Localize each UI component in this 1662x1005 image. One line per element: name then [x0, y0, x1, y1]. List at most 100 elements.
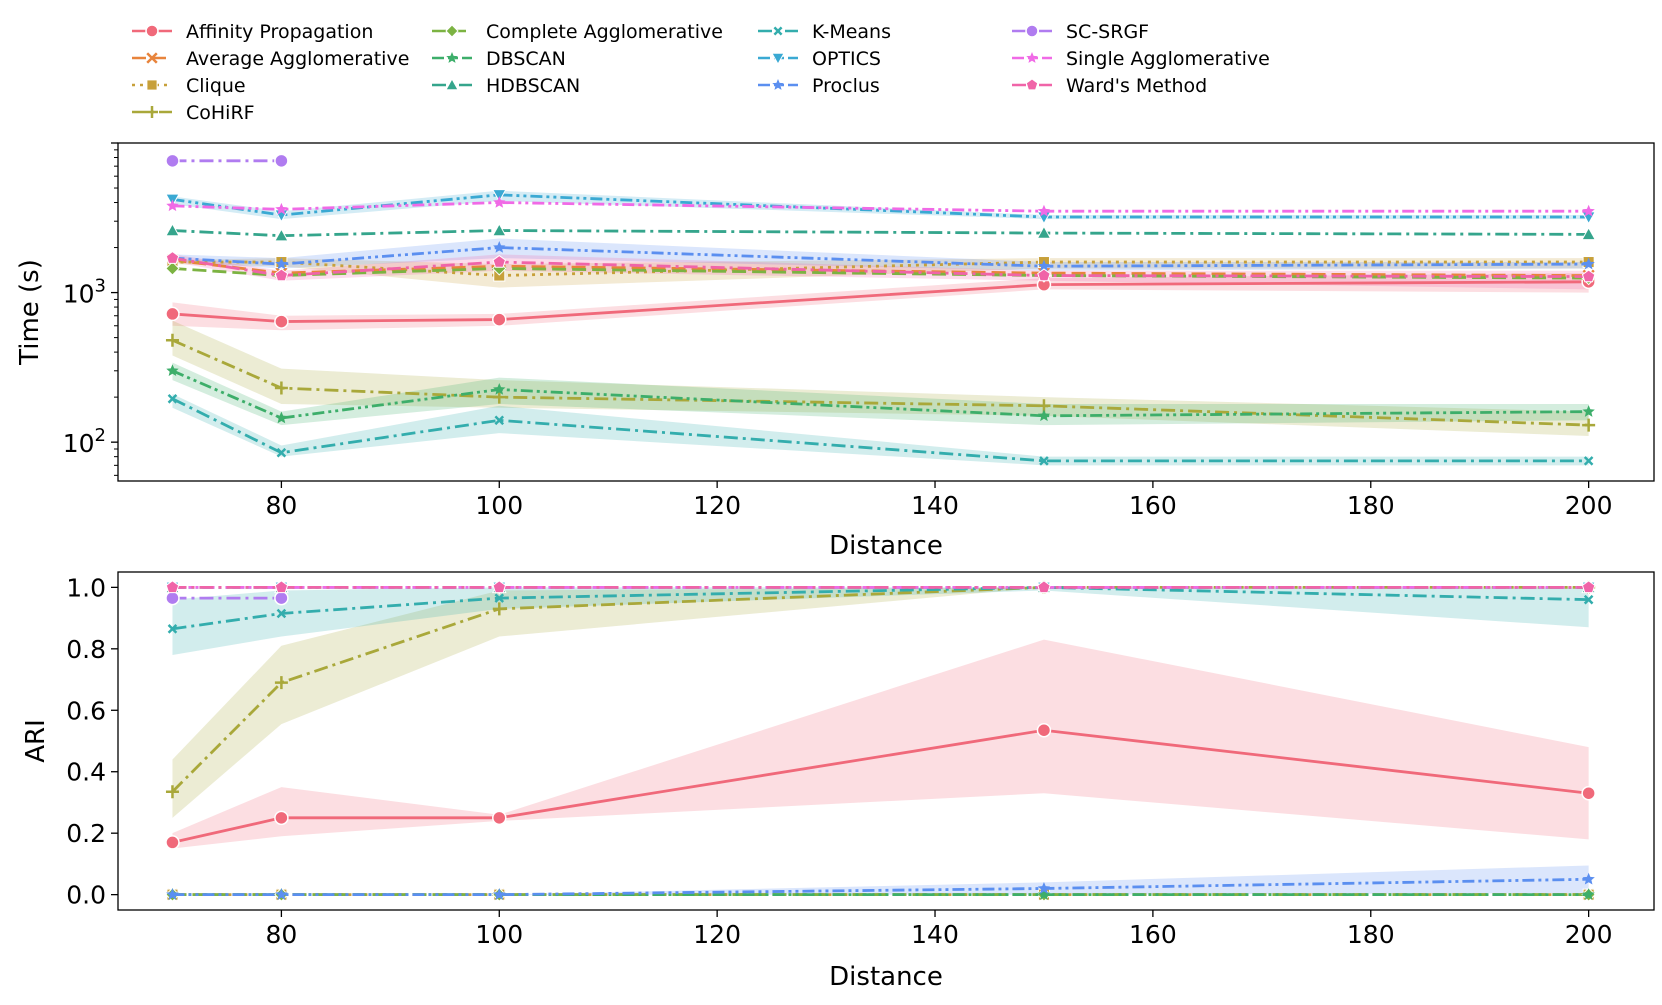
time-point-k-means: [276, 447, 287, 458]
time-point-ward-s-method: [1581, 269, 1596, 283]
ari-y-tick-label: 0.4: [66, 758, 106, 787]
time-point-k-means: [167, 393, 178, 404]
legend-marker-single-agglomerative: [1026, 52, 1038, 63]
legend-entry-affinity-propagation: Affinity Propagation: [132, 21, 373, 43]
ari-y-tick-label: 0.0: [66, 881, 106, 910]
legend-marker-optics: [771, 52, 785, 66]
time-point-ward-s-method: [492, 254, 507, 268]
ari-point-ward-s-method: [1037, 580, 1051, 594]
time-point-hdbscan: [1036, 225, 1052, 239]
time-point-proclus: [1582, 257, 1595, 270]
legend-entry-optics: OPTICS: [758, 48, 881, 70]
time-point-dbscan: [275, 411, 288, 424]
time-x-tick-label: 140: [911, 491, 959, 520]
ari-point-affinity-propagation: [165, 835, 180, 850]
legend-marker-proclus: [772, 79, 784, 90]
time-y-tick-label: 102: [63, 425, 106, 458]
ari-band-proclus: [172, 865, 1589, 895]
time-point-single-agglomerative: [1037, 204, 1051, 217]
time-band-k-means: [172, 393, 1589, 466]
time-series-k-means: [167, 393, 1594, 466]
legend-label-proclus: Proclus: [812, 75, 880, 97]
legend-entry-average-agglomerative: Average Agglomerative: [132, 48, 409, 70]
legend-label-sc-srgf: SC-SRGF: [1066, 21, 1149, 43]
legend-entry-proclus: Proclus: [758, 75, 880, 97]
time-line-hdbscan: [172, 229, 1589, 238]
ari-point-proclus: [1582, 872, 1595, 885]
ari-point-dbscan: [1037, 888, 1051, 900]
time-point-affinity-propagation: [492, 312, 507, 327]
time-point-affinity-propagation: [165, 306, 180, 322]
ari-series-ward-s-method: [165, 580, 1596, 594]
legend-entry-k-means: K-Means: [758, 21, 891, 43]
time-series-single-agglomerative: [166, 196, 1595, 217]
time-point-optics: [491, 189, 507, 203]
ari-y-tick-label: 1.0: [66, 573, 106, 602]
legend-marker-clique: [146, 79, 158, 91]
time-x-tick-label: 200: [1565, 491, 1613, 520]
time-band-cohirf: [172, 320, 1589, 436]
legend-entry-ward-s-method: Ward's Method: [1012, 75, 1207, 97]
time-point-hdbscan: [1581, 226, 1596, 241]
legend-marker-affinity-propagation: [145, 24, 159, 38]
ari-point-proclus: [275, 888, 288, 900]
legend-marker-ward-s-method: [1025, 78, 1039, 91]
ari-point-proclus: [166, 888, 179, 900]
ari-point-proclus: [1037, 881, 1051, 894]
time-point-dbscan: [166, 364, 179, 377]
time-point-cohirf: [1582, 418, 1596, 432]
time-x-tick-label: 80: [265, 491, 297, 520]
time-band-proclus: [172, 238, 1589, 271]
ari-series-sc-srgf: [165, 590, 289, 606]
ari-y-tick-label: 0.8: [66, 635, 106, 664]
time-series-hdbscan: [165, 222, 1596, 242]
ari-point-sc-srgf: [165, 590, 180, 606]
time-point-dbscan: [1037, 409, 1051, 422]
time-band-optics: [172, 190, 1589, 220]
time-axis-ticks: 80 100 120 140 160 180 200 102 103: [63, 142, 1613, 520]
legend-marker-cohirf: [146, 106, 158, 118]
ari-point-k-means: [494, 593, 505, 603]
ari-point-ward-s-method: [165, 580, 180, 594]
time-point-cohirf: [274, 381, 288, 395]
ari-series-affinity-propagation: [165, 722, 1596, 850]
ari-x-tick-label: 140: [911, 920, 959, 949]
ari-point-dbscan: [1582, 888, 1595, 900]
time-point-affinity-propagation: [274, 314, 289, 329]
time-point-dbscan: [493, 382, 506, 395]
legend-marker-k-means: [773, 26, 783, 36]
ari-line-proclus: [172, 877, 1589, 897]
legend-label-average-agglomerative: Average Agglomerative: [186, 48, 409, 70]
ari-y-tick-label: 0.6: [66, 696, 106, 725]
ari-y-axis-label: ARI: [21, 719, 51, 763]
ari-band-affinity-propagation: [172, 639, 1589, 849]
legend-marker-hdbscan: [445, 77, 459, 91]
time-point-k-means: [1039, 456, 1049, 466]
legend-entry-sc-srgf: SC-SRGF: [1012, 21, 1149, 43]
legend-label-k-means: K-Means: [812, 21, 891, 43]
time-series-cohirf: [165, 333, 1596, 432]
ari-point-cohirf: [274, 676, 288, 690]
legend-entry-dbscan: DBSCAN: [432, 48, 566, 70]
ari-band-k-means: [172, 587, 1589, 655]
ari-confidence-bands: [172, 587, 1589, 895]
time-band-affinity-propagation: [172, 273, 1589, 331]
time-point-complete-agglomerative: [165, 261, 180, 276]
time-line-single-agglomerative: [172, 201, 1589, 213]
time-line-k-means: [171, 397, 1589, 463]
ari-series-proclus: [166, 872, 1595, 900]
ari-point-proclus: [493, 888, 506, 900]
legend-label-single-agglomerative: Single Agglomerative: [1066, 48, 1270, 70]
time-line-clique: [172, 260, 1589, 277]
ari-point-ward-s-method: [1581, 580, 1596, 594]
legend-entry-cohirf: CoHiRF: [132, 102, 255, 124]
ari-axis-ticks: 80 100 120 140 160 180 200 0.0 0.2 0.4 0.6 0.8 1.0: [66, 573, 1612, 949]
time-point-proclus: [275, 257, 288, 270]
legend-marker-sc-srgf: [1025, 24, 1039, 38]
time-point-single-agglomerative: [1582, 204, 1595, 217]
ari-point-k-means: [167, 624, 178, 634]
time-point-proclus: [1037, 259, 1051, 272]
time-line-proclus: [172, 246, 1589, 268]
ari-point-affinity-propagation: [274, 810, 289, 826]
time-point-single-agglomerative: [275, 202, 288, 215]
